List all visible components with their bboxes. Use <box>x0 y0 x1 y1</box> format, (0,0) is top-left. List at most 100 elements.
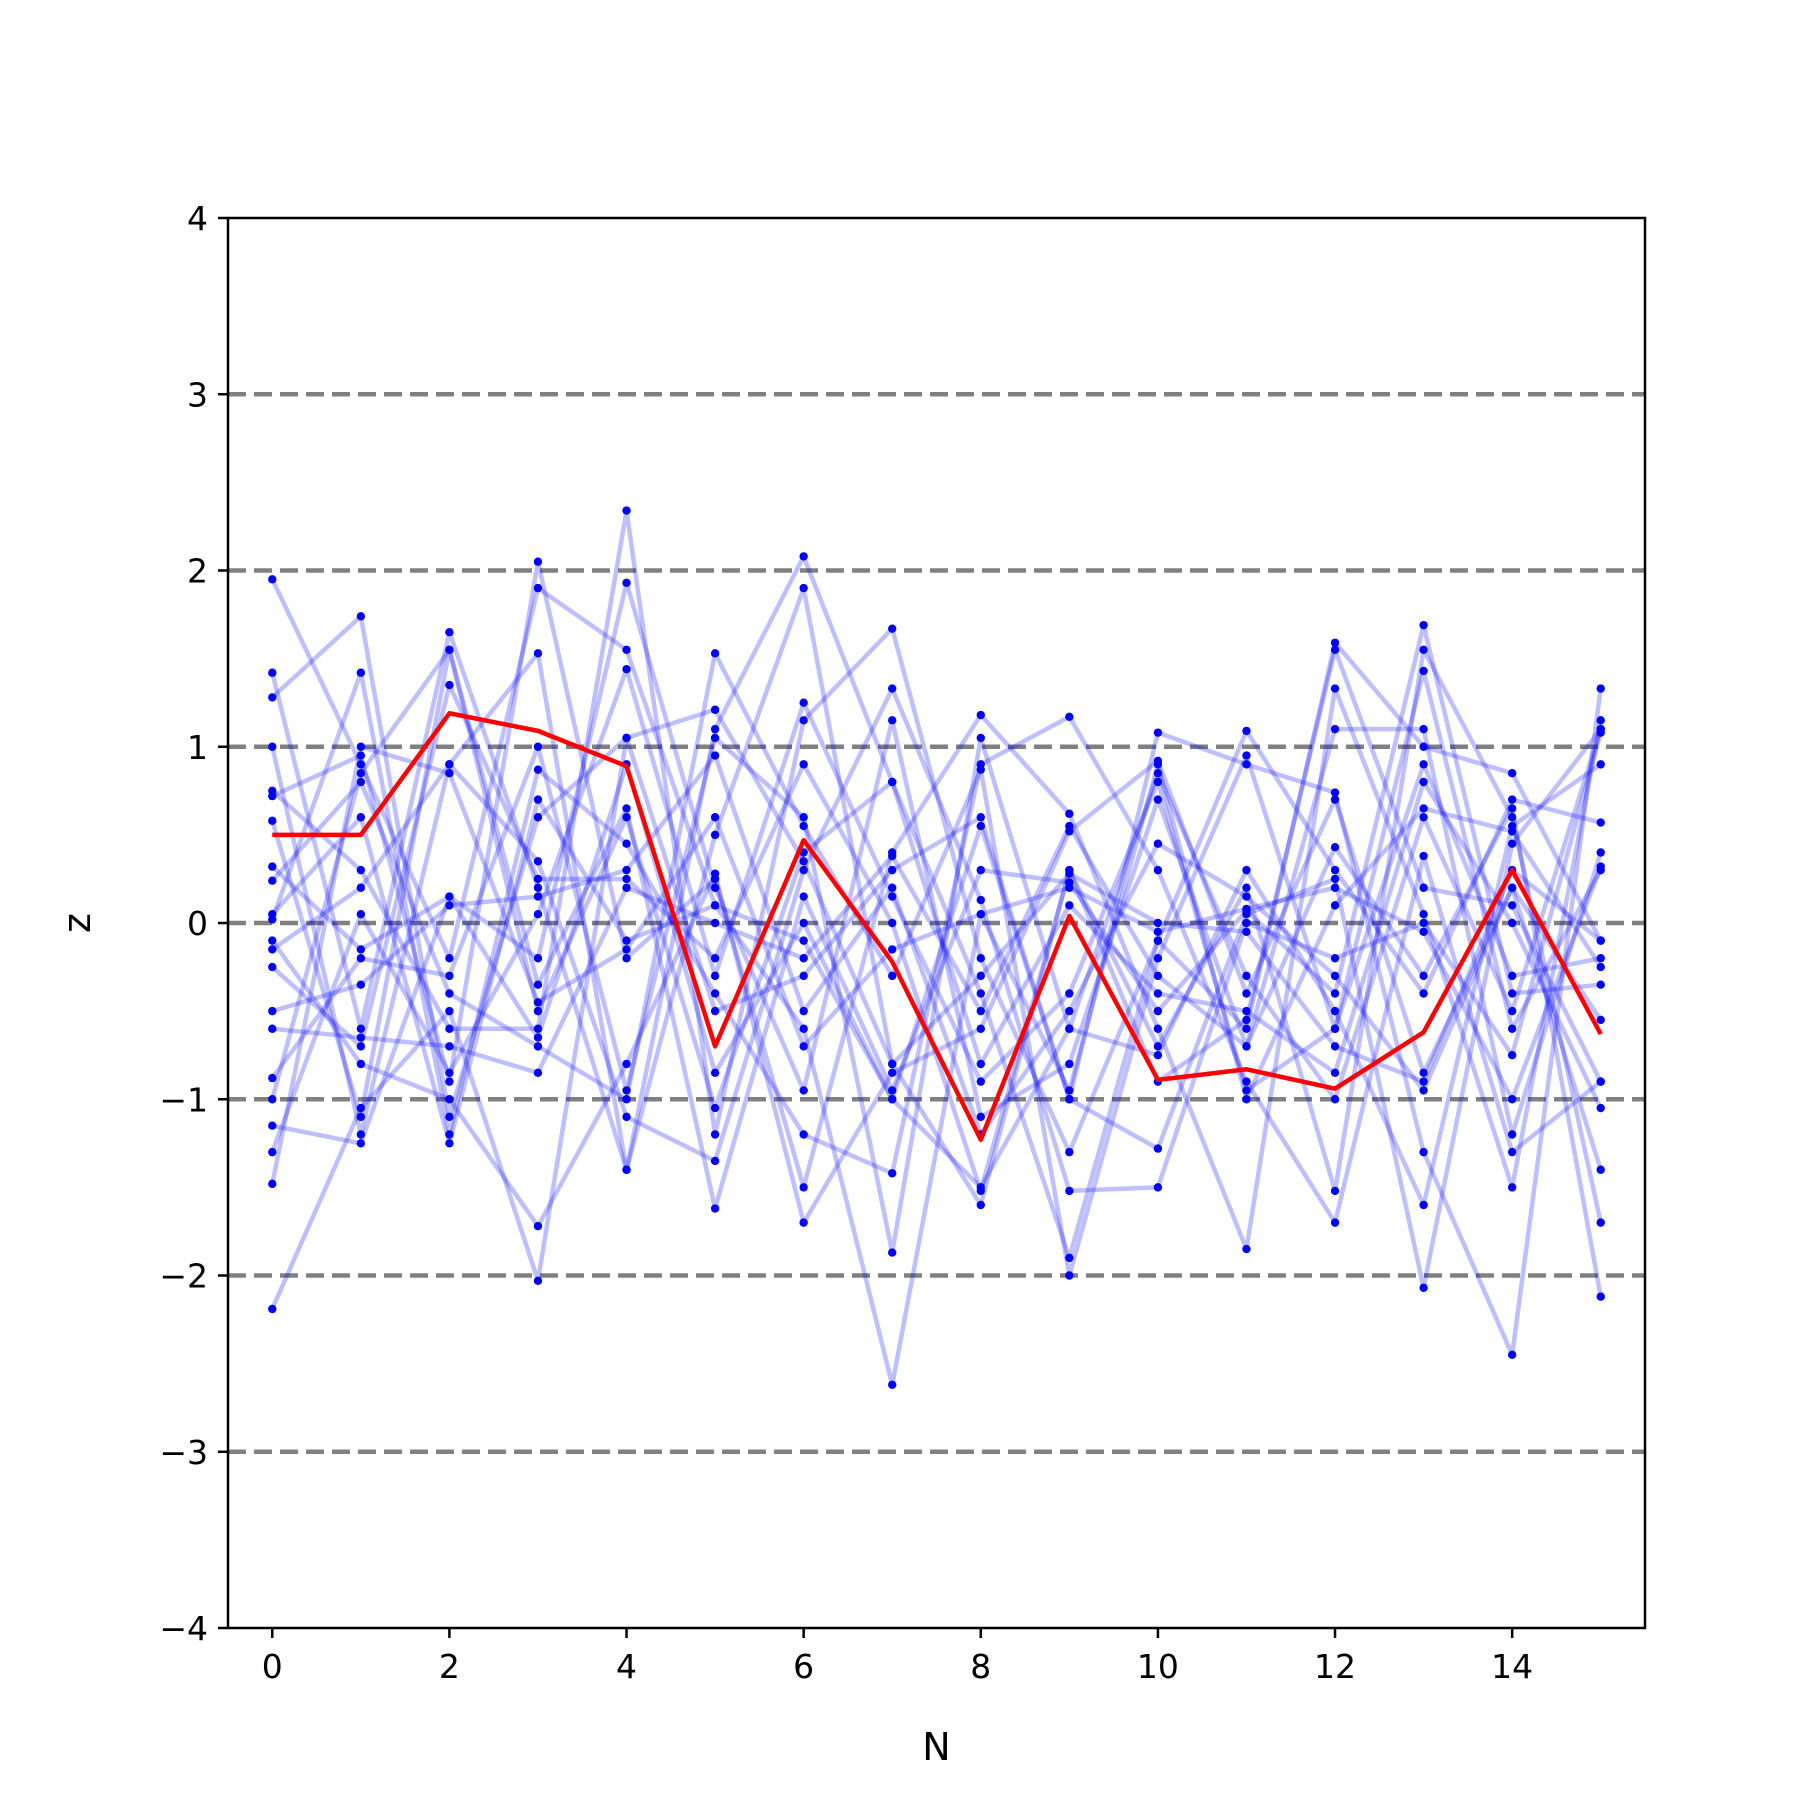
sample-point <box>1153 1006 1163 1016</box>
sample-point <box>1153 936 1163 945</box>
sample-point <box>356 668 366 677</box>
sample-point <box>1507 804 1517 813</box>
sample-point <box>710 1204 720 1213</box>
sample-point <box>533 998 543 1007</box>
sample-point <box>622 954 631 963</box>
sample-point <box>1507 1147 1517 1157</box>
sample-point <box>356 1103 366 1113</box>
sample-point <box>1242 918 1251 928</box>
sample-point <box>1242 989 1251 998</box>
sample-point <box>445 1042 454 1051</box>
sample-point <box>888 865 897 875</box>
sample-point <box>799 936 808 945</box>
sample-point <box>799 865 808 875</box>
sample-point <box>533 883 543 892</box>
sample-series-line <box>272 726 1603 1137</box>
sample-point <box>1153 839 1163 848</box>
sample-point <box>533 1276 543 1285</box>
sample-point <box>799 971 808 981</box>
sample-point <box>268 962 277 972</box>
sample-point <box>622 936 631 945</box>
sample-point <box>1153 728 1163 737</box>
sample-point <box>356 980 366 989</box>
y-tick-label: 0 <box>187 904 208 943</box>
sample-point <box>533 583 543 593</box>
sample-point <box>1242 1077 1251 1086</box>
sample-point <box>445 627 454 637</box>
sample-point <box>799 1006 808 1016</box>
sample-point <box>1419 918 1428 928</box>
sample-point <box>976 710 985 720</box>
sample-point <box>1507 1095 1517 1104</box>
sample-point <box>1507 813 1517 822</box>
sample-point <box>1153 1050 1163 1060</box>
sample-point <box>799 892 808 901</box>
y-tick-label: −4 <box>159 1609 208 1648</box>
sample-point <box>1065 821 1074 831</box>
sample-point <box>268 742 277 751</box>
sample-point <box>888 684 897 693</box>
sample-point <box>710 830 720 840</box>
sample-point <box>1242 1244 1251 1254</box>
sample-point <box>1596 862 1605 871</box>
sample-point <box>356 813 366 822</box>
sample-point <box>1596 1015 1605 1025</box>
sample-point <box>1330 989 1340 998</box>
x-tick-label: 10 <box>1137 1647 1179 1686</box>
sample-point <box>799 1218 808 1227</box>
sample-point <box>1419 620 1428 630</box>
sample-point <box>888 1380 897 1389</box>
sample-point <box>622 945 631 954</box>
sample-series-line <box>270 686 1603 1194</box>
sample-series-line <box>271 559 1603 1252</box>
highlight-series-line <box>272 711 1603 1143</box>
sample-point <box>710 918 720 928</box>
sample-point <box>1330 795 1340 804</box>
sample-point <box>622 645 631 655</box>
x-tick-label: 14 <box>1491 1647 1533 1686</box>
sample-point <box>1242 1024 1251 1033</box>
y-axis-ticks: −4 −3 −2 −1 0 1 2 3 4 <box>159 199 228 1648</box>
sample-point <box>356 612 366 621</box>
sample-point <box>268 1024 277 1033</box>
sample-series-line <box>270 647 1603 1111</box>
sample-point <box>622 839 631 848</box>
sample-point <box>533 813 543 822</box>
sample-point <box>1242 883 1251 892</box>
sample-point <box>1419 1068 1428 1078</box>
sample-point <box>1419 666 1428 676</box>
sample-point <box>1419 1086 1428 1095</box>
sample-point <box>710 751 720 760</box>
y-tick-label: −3 <box>159 1433 208 1472</box>
sample-point <box>1065 865 1074 875</box>
sample-point <box>533 557 543 566</box>
sample-point <box>1507 795 1517 804</box>
sample-point <box>533 892 543 901</box>
sample-point <box>445 1095 454 1104</box>
sample-point <box>888 716 897 725</box>
sample-point <box>1507 1050 1517 1060</box>
x-axis-label: N <box>922 1725 950 1769</box>
sample-point <box>1507 883 1517 892</box>
sample-point <box>1330 1095 1340 1104</box>
sample-point <box>533 1024 543 1033</box>
sample-point <box>622 874 631 884</box>
sample-point <box>1507 1130 1517 1139</box>
sample-point <box>1242 760 1251 769</box>
sample-point <box>445 1130 454 1139</box>
sample-point <box>268 1179 277 1189</box>
sample-point <box>356 883 366 892</box>
sample-point <box>1419 989 1428 998</box>
sample-point <box>1330 1024 1340 1033</box>
sample-point <box>268 1095 277 1104</box>
sample-series-line <box>270 580 1603 1298</box>
sample-point <box>1419 1147 1428 1157</box>
sample-point <box>1153 1042 1163 1051</box>
sample-point <box>1065 1006 1074 1016</box>
sample-point <box>268 575 277 584</box>
sample-point <box>356 1059 366 1069</box>
sample-point <box>356 1130 366 1139</box>
sample-point <box>1330 638 1340 647</box>
sample-point <box>976 865 985 875</box>
